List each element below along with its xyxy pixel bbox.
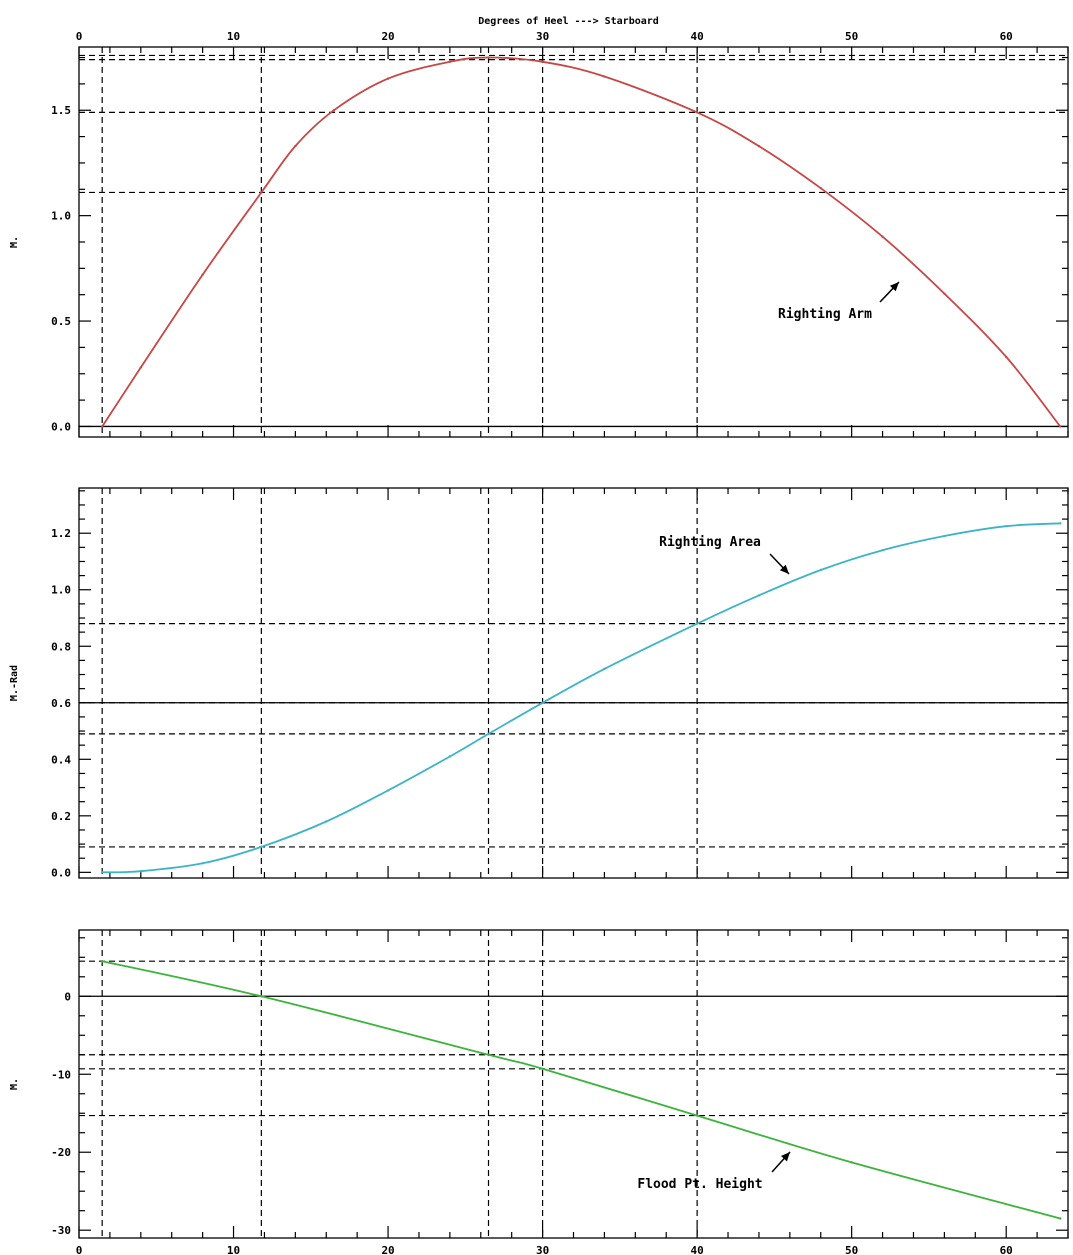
- y-tick-label: 0.4: [51, 753, 71, 766]
- x-tick-label: 30: [536, 30, 549, 43]
- data-point: [819, 187, 822, 190]
- chart-panel-1: 0.0 0.5 1.0 1.5 0 10 20 30 40 50 60 Degrees of Heel…: [9, 16, 1069, 438]
- x-tick-label: 10: [227, 1244, 240, 1255]
- data-point: [386, 789, 390, 792]
- y-tick-label: -10: [51, 1068, 71, 1081]
- data-point: [448, 60, 452, 63]
- data-point: [757, 594, 761, 597]
- series-line: [102, 522, 1061, 874]
- data-point: [201, 273, 204, 276]
- x-tick-label: 0: [76, 30, 83, 43]
- data-point: [757, 144, 761, 148]
- data-point: [386, 77, 390, 80]
- data-point: [695, 1114, 699, 1117]
- x-tick-label: 10: [227, 30, 240, 43]
- y-tick-label: 1.0: [51, 210, 71, 223]
- x-tick-label: 20: [381, 30, 394, 43]
- series-annotation: Righting Area: [659, 535, 761, 550]
- annotation-arrow-head: [889, 282, 899, 292]
- y-tick-label: 1.2: [51, 527, 71, 540]
- x-axis-title: Degrees of Heel ---> Starboard: [478, 16, 659, 27]
- annotation-arrow-head: [781, 1152, 790, 1162]
- data-point: [1059, 1217, 1062, 1220]
- data-point: [1004, 355, 1008, 359]
- data-point: [139, 366, 143, 369]
- data-point: [603, 75, 606, 78]
- data-point: [332, 109, 336, 112]
- series-annotation: Righting Arm: [778, 307, 872, 322]
- x-tick-label: 60: [1000, 30, 1013, 43]
- y-tick-label: -20: [51, 1146, 71, 1159]
- data-point: [943, 292, 946, 295]
- x-tick-label: 50: [845, 30, 858, 43]
- data-point: [881, 548, 884, 552]
- data-point: [541, 1067, 544, 1070]
- data-point: [603, 667, 606, 671]
- data-point: [943, 534, 946, 538]
- y-tick-label: 0.0: [51, 866, 71, 879]
- y-tick-label: 0.5: [51, 315, 71, 328]
- y-tick-label: 0.2: [51, 810, 71, 823]
- y-tick-label: 1.0: [51, 584, 71, 597]
- data-point: [695, 622, 699, 625]
- data-point: [260, 191, 263, 194]
- x-tick-label: 20: [381, 1244, 394, 1255]
- data-point: [541, 60, 544, 63]
- data-point: [487, 732, 490, 736]
- x-tick-label: 30: [536, 1244, 549, 1255]
- y-axis-title: M.: [9, 236, 20, 248]
- plot-frame: [78, 46, 1069, 438]
- data-point: [487, 56, 490, 59]
- data-point: [100, 425, 104, 428]
- data-point: [448, 755, 452, 758]
- chart-panel-2: 0.0 0.2 0.4 0.6 0.8 1.0 1.2 M.-Rad Righting Area: [9, 487, 1069, 879]
- data-point: [260, 995, 263, 998]
- y-axis-title: M.-Rad: [9, 665, 20, 701]
- y-tick-label: 0: [64, 990, 71, 1003]
- data-point: [100, 871, 104, 874]
- data-point: [325, 820, 328, 823]
- y-tick-label: 0.8: [51, 640, 71, 653]
- data-point: [541, 701, 544, 704]
- data-point: [294, 144, 297, 148]
- y-tick-label: 1.5: [51, 104, 71, 117]
- x-tick-label: 50: [845, 1244, 858, 1255]
- x-tick-label: 40: [691, 30, 704, 43]
- x-tick-label: 60: [1000, 1244, 1013, 1255]
- data-point: [139, 870, 143, 873]
- plot-frame: [78, 487, 1069, 879]
- data-point: [1059, 522, 1062, 525]
- data-point: [695, 111, 699, 114]
- data-point: [100, 959, 104, 963]
- chart-panel-3: -30 -20 -10 0 0 10 20 30 40 50 60 M. Flood Pt. Heigh…: [9, 929, 1069, 1255]
- y-tick-label: 0.6: [51, 697, 71, 710]
- x-tick-label: 0: [76, 1244, 83, 1255]
- series-line: [102, 960, 1061, 1220]
- plot-frame: [78, 929, 1069, 1239]
- annotation-arrow-head: [779, 564, 789, 574]
- data-point: [487, 1053, 490, 1056]
- x-tick-label: 40: [691, 1244, 704, 1255]
- series-annotation: Flood Pt. Height: [637, 1177, 762, 1192]
- data-point: [1004, 524, 1008, 528]
- y-axis-title: M.: [9, 1078, 20, 1090]
- data-point: [850, 1161, 853, 1164]
- data-point: [819, 568, 822, 572]
- y-tick-label: 0.0: [51, 420, 71, 433]
- series-line: [101, 56, 1062, 428]
- data-point: [1059, 425, 1062, 428]
- y-tick-label: -30: [51, 1224, 71, 1237]
- data-point: [201, 862, 204, 865]
- data-point: [881, 235, 884, 238]
- data-point: [260, 845, 263, 849]
